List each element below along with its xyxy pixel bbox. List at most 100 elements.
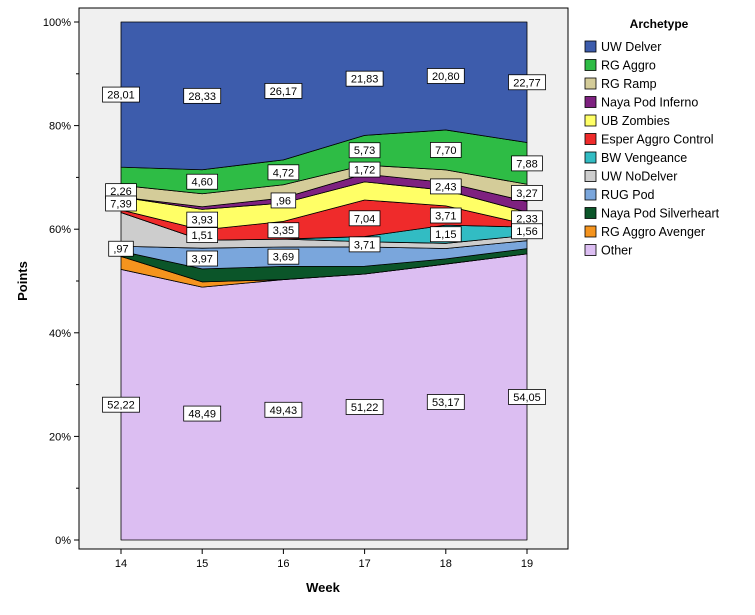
svg-text:2,43: 2,43: [435, 181, 456, 193]
data-label: 2,33: [511, 210, 543, 227]
data-label: 3,93: [186, 211, 219, 228]
data-label: 28,33: [183, 87, 222, 104]
legend-swatch: [584, 151, 597, 164]
svg-text:,97: ,97: [113, 244, 128, 256]
svg-text:7,88: 7,88: [516, 158, 537, 170]
data-label: 3,71: [429, 207, 462, 224]
svg-text:53,17: 53,17: [432, 397, 460, 409]
legend-item-naya-pod-inferno: Naya Pod Inferno: [584, 96, 698, 110]
data-label: 51,22: [345, 399, 384, 415]
data-label: 5,73: [348, 142, 381, 159]
svg-text:26,17: 26,17: [270, 86, 298, 98]
svg-text:7,39: 7,39: [110, 198, 131, 210]
data-label: 7,04: [348, 210, 381, 227]
legend-swatch: [584, 207, 597, 219]
data-label: 26,17: [264, 83, 303, 99]
legend-label: RG Ramp: [601, 77, 657, 91]
data-label: 22,77: [508, 74, 546, 91]
svg-text:3,69: 3,69: [273, 252, 294, 264]
svg-text:7,70: 7,70: [435, 145, 456, 157]
y-tick-label: 60%: [49, 224, 71, 236]
legend-swatch: [584, 59, 597, 71]
legend-label: Other: [601, 244, 632, 258]
legend-item-rg-aggro: RG Aggro: [584, 59, 656, 73]
svg-text:7,04: 7,04: [354, 213, 375, 225]
svg-text:48,49: 48,49: [188, 409, 216, 421]
legend-label: RUG Pod: [601, 188, 655, 202]
legend-label: RG Aggro Avenger: [601, 225, 705, 239]
legend-label: UW NoDelver: [601, 170, 677, 184]
data-label: 3,69: [267, 248, 300, 265]
svg-text:1,51: 1,51: [191, 230, 212, 242]
svg-text:1,72: 1,72: [354, 165, 375, 177]
svg-text:28,33: 28,33: [188, 91, 216, 103]
legend-item-naya-pod-silverheart: Naya Pod Silverheart: [584, 207, 720, 221]
legend-item-esper-aggro-control: Esper Aggro Control: [584, 133, 714, 147]
legend-swatch: [584, 244, 597, 256]
legend-swatch: [584, 114, 597, 127]
data-label-layer: 28,01 28,33 26,17 21,83 20,80 22,77 4,60 4,72 5,…: [102, 68, 546, 422]
svg-text:4,60: 4,60: [191, 177, 212, 189]
svg-text:5,73: 5,73: [354, 145, 375, 157]
legend-swatch: [584, 77, 597, 90]
svg-text:20,80: 20,80: [432, 71, 460, 83]
y-axis-title: Points: [15, 261, 30, 301]
svg-text:1,56: 1,56: [516, 226, 537, 238]
data-label: 3,71: [348, 236, 381, 253]
x-tick-label: 17: [358, 558, 370, 570]
svg-text:52,22: 52,22: [107, 400, 135, 412]
legend-label: UB Zombies: [601, 114, 670, 128]
legend-item-uw-nodelver: UW NoDelver: [584, 170, 677, 184]
area-layer: [120, 21, 528, 541]
y-tick-label: 80%: [49, 121, 71, 133]
data-label: 4,72: [267, 164, 300, 181]
data-label: 28,01: [102, 86, 140, 103]
legend-label: BW Vengeance: [601, 151, 687, 165]
svg-text:3,71: 3,71: [354, 239, 375, 251]
data-label: 4,60: [186, 173, 219, 190]
legend-item-uw-delver: UW Delver: [584, 40, 661, 54]
data-label: 21,83: [345, 70, 384, 87]
data-label: 20,80: [426, 68, 465, 84]
legend-label: UW Delver: [601, 40, 661, 54]
svg-text:3,35: 3,35: [273, 225, 294, 237]
data-label: ,97: [108, 240, 134, 257]
legend-swatch: [584, 40, 597, 53]
svg-text:54,05: 54,05: [513, 392, 541, 404]
legend-item-ub-zombies: UB Zombies: [584, 114, 670, 128]
svg-text:,96: ,96: [276, 195, 291, 207]
legend-label: Naya Pod Inferno: [601, 96, 698, 110]
legend-item-rg-aggro-avenger: RG Aggro Avenger: [584, 225, 705, 239]
svg-text:2,33: 2,33: [516, 213, 537, 225]
x-axis-title: Week: [306, 580, 340, 595]
axis-layer: 0% 20% 40% 60% 80% 100% 14 15 16 17 18 19: [43, 8, 533, 570]
legend-label: Esper Aggro Control: [601, 133, 714, 147]
y-tick-label: 100%: [43, 17, 71, 29]
x-tick-label: 15: [196, 558, 208, 570]
legend-item-rug-pod: RUG Pod: [584, 188, 655, 202]
data-label: 3,27: [511, 184, 543, 201]
y-tick-label: 20%: [49, 431, 71, 443]
data-label: 3,97: [186, 250, 219, 267]
y-tick-label: 40%: [49, 328, 71, 340]
legend-swatch: [584, 225, 597, 238]
data-label: 49,43: [264, 401, 303, 418]
data-label: 2,26: [105, 183, 137, 200]
data-label: 2,43: [429, 178, 462, 195]
x-tick-label: 14: [115, 558, 127, 570]
data-label: 52,22: [102, 396, 140, 413]
svg-text:22,77: 22,77: [513, 77, 541, 89]
svg-text:3,97: 3,97: [191, 254, 212, 266]
svg-text:49,43: 49,43: [270, 405, 298, 417]
data-label: 7,39: [105, 195, 137, 212]
legend-swatch: [584, 188, 597, 201]
data-label: 3,35: [267, 222, 300, 239]
data-label: 1,72: [348, 161, 381, 178]
legend: Archetype UW Delver RG Aggro RG Ramp Naya P…: [584, 17, 720, 258]
svg-text:51,22: 51,22: [351, 402, 379, 414]
svg-text:3,93: 3,93: [191, 215, 212, 227]
svg-text:28,01: 28,01: [107, 90, 135, 102]
legend-title: Archetype: [630, 17, 689, 31]
